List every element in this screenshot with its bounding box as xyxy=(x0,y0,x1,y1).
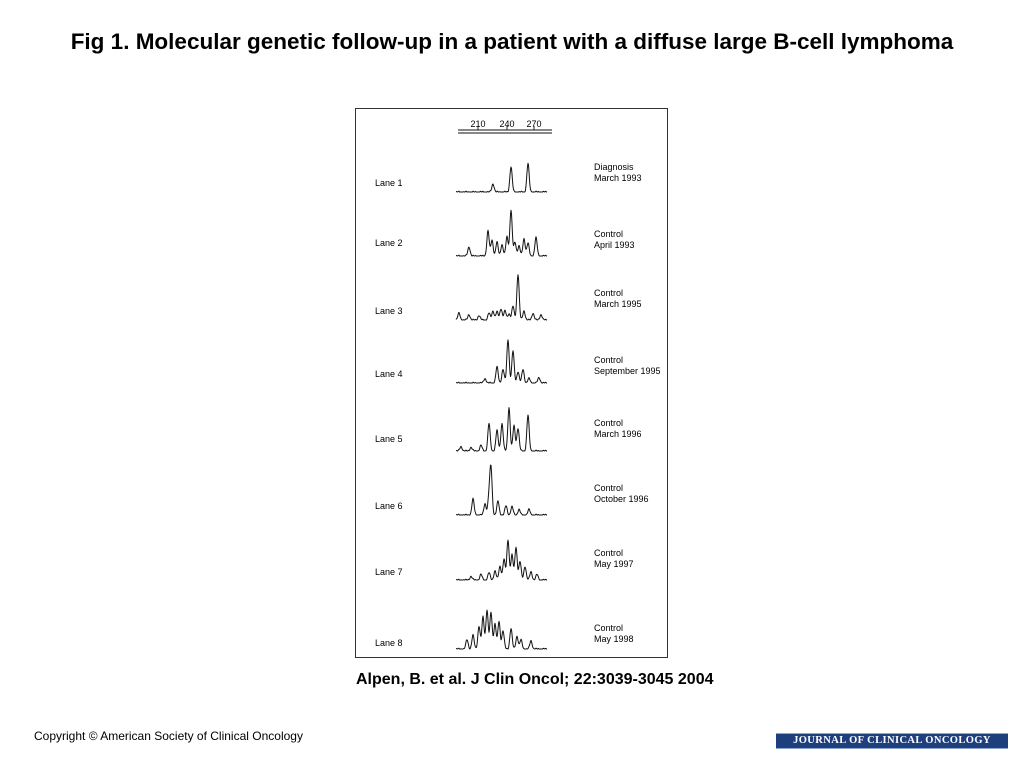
lane-note: Control April 1993 xyxy=(594,229,635,250)
lane-note: Control March 1995 xyxy=(594,288,642,309)
lane-trace xyxy=(455,162,547,193)
size-marker-label: 270 xyxy=(526,119,542,129)
lane-trace xyxy=(455,407,547,452)
lane-trace xyxy=(455,609,547,650)
lane-label: Lane 1 xyxy=(375,178,403,188)
size-marker-label: 210 xyxy=(470,119,486,129)
lane-label: Lane 2 xyxy=(375,238,403,248)
lane-trace xyxy=(455,539,547,581)
size-marker-label: 240 xyxy=(499,119,515,129)
lane-label: Lane 7 xyxy=(375,567,403,577)
lane-label: Lane 8 xyxy=(375,638,403,648)
lane-note: Control October 1996 xyxy=(594,483,649,504)
citation: Alpen, B. et al. J Clin Oncol; 22:3039-3… xyxy=(356,671,714,688)
lane-trace xyxy=(455,464,547,516)
lane-note: Control May 1997 xyxy=(594,548,634,569)
journal-logo: JOURNAL OF CLINICAL ONCOLOGY xyxy=(776,733,1008,749)
lane-note: Control March 1996 xyxy=(594,418,642,439)
lane-note: Diagnosis March 1993 xyxy=(594,162,642,183)
electropherogram-figure: 210 240 270 Lane 1 Lane 2 Lane 3 Lane 4 … xyxy=(355,108,668,658)
lane-trace xyxy=(455,339,547,384)
lane-note: Control May 1998 xyxy=(594,623,634,644)
lane-label: Lane 6 xyxy=(375,501,403,511)
trace-group xyxy=(455,162,547,650)
lane-trace xyxy=(455,274,547,321)
copyright-notice: Copyright © American Society of Clinical… xyxy=(34,729,303,743)
lane-note: Control September 1995 xyxy=(594,355,661,376)
slide-title: Fig 1. Molecular genetic follow-up in a … xyxy=(70,29,954,54)
lane-label: Lane 5 xyxy=(375,434,403,444)
size-marker-ladder xyxy=(458,126,552,134)
lane-label: Lane 4 xyxy=(375,369,403,379)
lane-trace xyxy=(455,209,547,257)
electropherogram-traces xyxy=(455,126,552,650)
lane-label: Lane 3 xyxy=(375,306,403,316)
